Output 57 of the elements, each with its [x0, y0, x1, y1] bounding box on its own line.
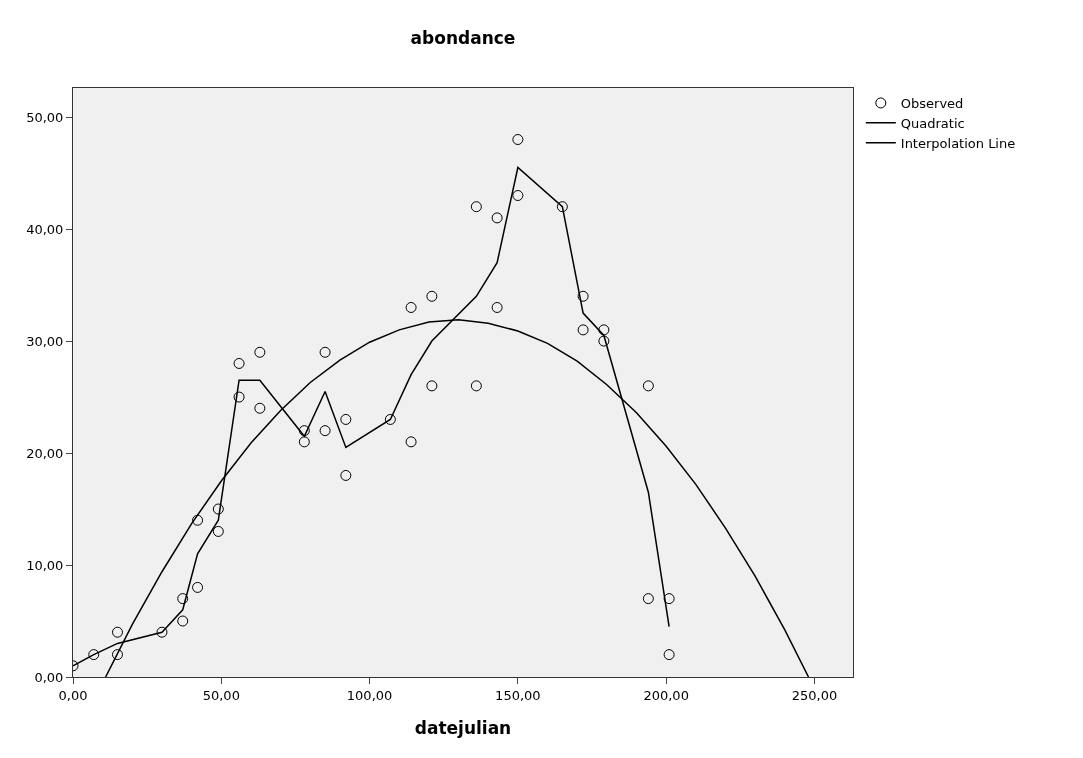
point	[233, 391, 245, 403]
point	[556, 201, 568, 213]
point	[577, 290, 589, 302]
point	[384, 413, 396, 425]
x-tick-label: 100,00	[346, 687, 393, 703]
x-tick-label: 50,00	[202, 687, 240, 703]
y-tick-label: 20,00	[26, 445, 64, 461]
x-tick-label: 0,00	[58, 687, 88, 703]
point	[319, 425, 331, 437]
legend-label: Observed	[900, 96, 964, 112]
x-tick-label: 250,00	[791, 687, 838, 703]
y-tick-label: 0,00	[34, 669, 64, 685]
point	[212, 525, 224, 537]
point	[88, 649, 100, 661]
x-tick-label: 200,00	[643, 687, 689, 703]
point	[177, 615, 189, 627]
x-axis-title: datejulian	[414, 718, 512, 738]
legend-label: Quadratic	[900, 115, 965, 131]
point	[298, 425, 310, 437]
point	[254, 346, 266, 358]
y-tick-label: 30,00	[26, 333, 64, 349]
y-tick-label: 10,00	[26, 557, 64, 573]
point	[111, 626, 123, 638]
point	[512, 190, 524, 201]
point	[177, 593, 189, 605]
point	[298, 436, 310, 448]
point	[598, 324, 610, 336]
point	[192, 514, 204, 526]
point	[663, 649, 675, 661]
point	[405, 436, 417, 448]
point	[426, 380, 438, 392]
chart-title: abondance	[410, 27, 516, 48]
point	[111, 649, 123, 661]
point	[642, 380, 654, 392]
point	[212, 503, 224, 515]
point	[491, 212, 503, 224]
point	[663, 593, 675, 605]
point	[512, 134, 524, 146]
point	[642, 593, 654, 605]
point	[192, 581, 204, 593]
x-tick-label: 150,00	[495, 687, 541, 703]
point	[491, 301, 503, 313]
point	[233, 357, 245, 369]
point	[340, 413, 352, 425]
point	[470, 201, 482, 213]
point	[254, 402, 266, 414]
point	[577, 324, 589, 336]
point	[470, 380, 482, 392]
y-tick-label: 40,00	[26, 221, 64, 237]
point	[319, 346, 331, 358]
y-tick-label: 50,00	[26, 109, 64, 125]
legend-label: Interpolation Line	[900, 135, 1016, 151]
point	[598, 335, 610, 347]
point	[340, 469, 352, 481]
point	[156, 626, 168, 638]
point	[405, 301, 417, 313]
point	[426, 290, 438, 302]
